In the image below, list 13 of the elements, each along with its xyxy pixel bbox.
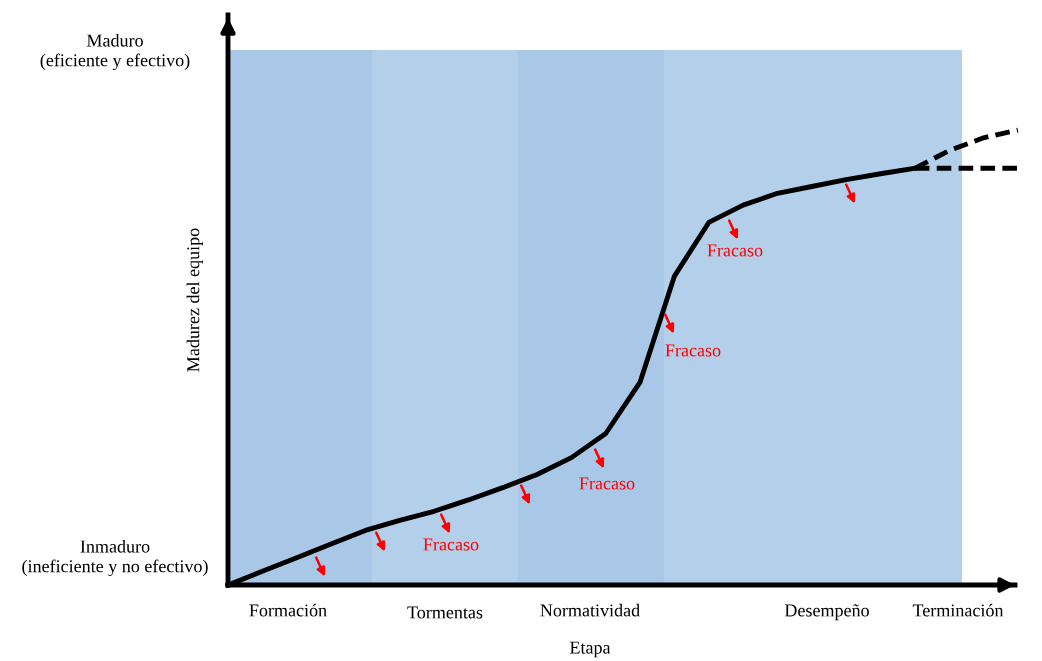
annotation: Fracaso bbox=[665, 344, 721, 357]
y-axis-title: Madurez del equipo bbox=[186, 228, 203, 372]
text: Desempeño bbox=[784, 604, 869, 621]
text: Maduro (eficiente y efectivo) bbox=[40, 33, 190, 71]
annotation: Fracaso bbox=[423, 538, 479, 551]
annotation: Fracaso bbox=[707, 244, 763, 257]
text: Formación bbox=[249, 603, 327, 617]
annotation: Fracaso bbox=[579, 477, 635, 490]
text: Terminación bbox=[912, 603, 1004, 617]
text: Normatividad bbox=[540, 603, 640, 617]
text: Inmaduro (ineficiente y no efectivo) bbox=[22, 539, 208, 577]
x-axis-title: Etapa bbox=[569, 641, 611, 658]
text: Tormentas bbox=[407, 606, 483, 619]
